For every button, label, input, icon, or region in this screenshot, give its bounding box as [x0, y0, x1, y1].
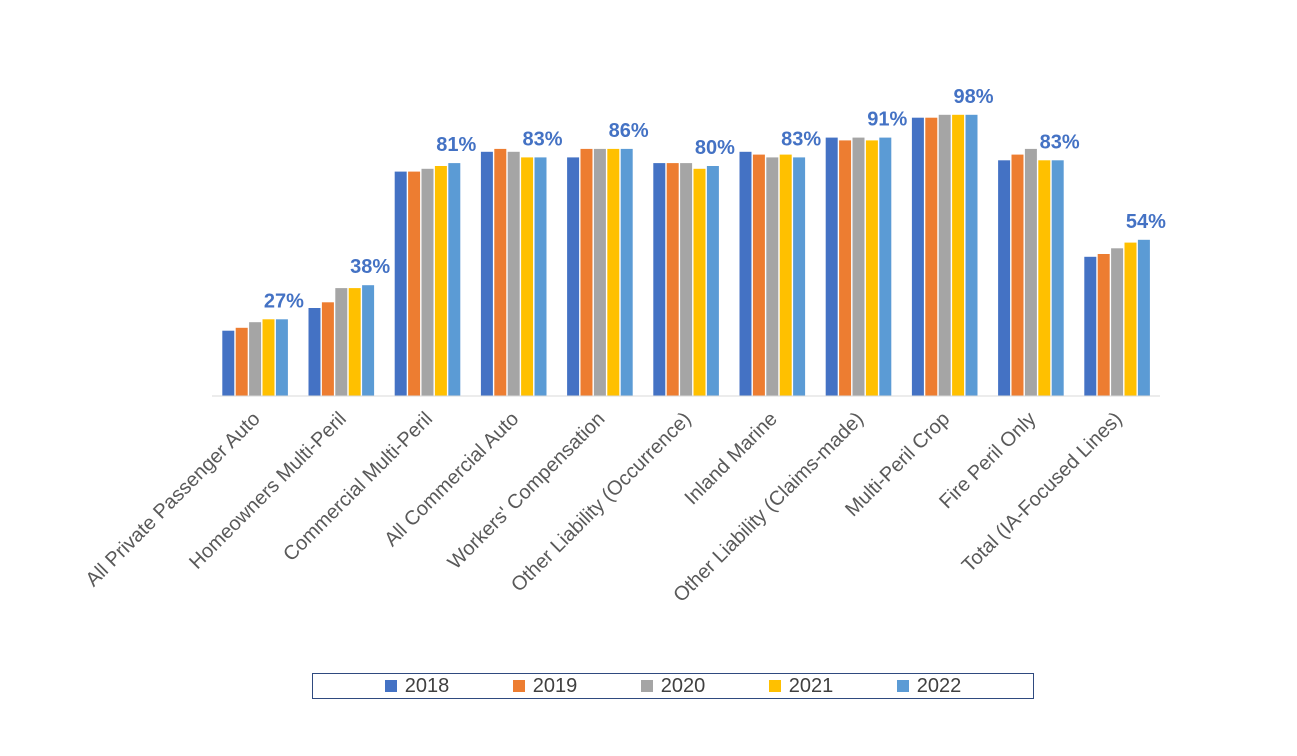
- bar-2021-4: [607, 148, 620, 396]
- category-label-1: Homeowners Multi-Peril: [185, 408, 351, 574]
- data-label-2: 81%: [436, 134, 476, 156]
- bar-2020-7: [852, 137, 865, 396]
- bar-2022-6: [793, 157, 806, 396]
- bar-2019-0: [235, 327, 248, 396]
- bar-2022-1: [362, 285, 375, 396]
- data-label-8: 98%: [953, 86, 993, 108]
- bar-2022-10: [1137, 239, 1150, 396]
- legend-item-2022: 2022: [896, 674, 962, 698]
- legend-swatch-2020: [640, 680, 653, 692]
- legend-item-2020: 2020: [640, 674, 706, 698]
- bar-2019-10: [1097, 254, 1110, 396]
- data-label-10: 54%: [1126, 211, 1166, 233]
- bar-2021-1: [348, 288, 361, 396]
- bar-2021-10: [1124, 242, 1137, 396]
- bar-2021-5: [693, 168, 706, 396]
- data-labels-group: 27% 38% 81% 83% 86% 80% 83% 91% 98% 83% 54%: [264, 86, 1166, 312]
- legend-swatch-2021: [768, 680, 781, 692]
- bar-2020-3: [507, 151, 520, 396]
- category-label-2: Commercial Multi-Peril: [279, 408, 437, 566]
- legend: 2018 2019 2020 2021 2022: [312, 673, 1034, 699]
- bar-2020-10: [1111, 248, 1124, 396]
- data-label-3: 83%: [522, 128, 562, 150]
- bar-2020-2: [421, 168, 434, 396]
- category-label-10: Total (IA-Focused Lines): [958, 408, 1127, 577]
- data-label-4: 86%: [609, 120, 649, 142]
- legend-label-2022: 2022: [916, 674, 962, 697]
- bar-2018-7: [825, 137, 838, 396]
- bar-2020-4: [593, 148, 606, 396]
- bar-2019-1: [321, 302, 334, 396]
- bar-2019-2: [408, 171, 421, 396]
- legend-label-2020: 2020: [660, 674, 706, 697]
- legend-swatch-2022: [896, 680, 909, 692]
- bar-2022-7: [879, 137, 892, 396]
- data-label-1: 38%: [350, 256, 390, 278]
- bar-2019-6: [752, 154, 765, 396]
- legend-label-2019: 2019: [532, 674, 578, 697]
- category-label-5: Other Liability (Occurrence): [507, 408, 695, 596]
- bar-2021-9: [1038, 160, 1051, 396]
- bar-2020-9: [1024, 148, 1037, 396]
- bar-2020-8: [938, 114, 951, 397]
- legend-swatch-2018: [384, 680, 397, 692]
- bar-2022-2: [448, 163, 461, 396]
- bar-2022-4: [620, 148, 633, 396]
- data-label-6: 83%: [781, 128, 821, 150]
- data-label-5: 80%: [695, 137, 735, 159]
- bar-2022-8: [965, 114, 978, 397]
- legend-label-2018: 2018: [404, 674, 450, 697]
- data-label-0: 27%: [264, 290, 304, 312]
- bar-2021-2: [434, 166, 447, 396]
- bar-2018-6: [739, 151, 752, 396]
- bar-2021-7: [865, 140, 878, 396]
- bar-2019-3: [494, 148, 507, 396]
- bar-2018-0: [222, 330, 235, 396]
- legend-label-2021: 2021: [788, 674, 834, 697]
- bar-2018-1: [308, 308, 321, 396]
- category-label-7: Other Liability (Claims-made): [669, 408, 868, 607]
- bar-2022-0: [275, 319, 288, 396]
- bar-2018-2: [394, 171, 407, 396]
- bar-2020-0: [249, 322, 262, 396]
- category-label-0: All Private Passenger Auto: [82, 408, 265, 591]
- bar-2020-5: [680, 163, 693, 396]
- legend-item-2021: 2021: [768, 674, 834, 698]
- legend-item-2019: 2019: [512, 674, 578, 698]
- legend-swatch-2019: [512, 680, 525, 692]
- bar-2021-3: [521, 157, 534, 396]
- bar-2022-9: [1051, 160, 1064, 396]
- bar-2021-6: [779, 154, 792, 396]
- data-label-9: 83%: [1040, 131, 1080, 153]
- bar-2018-9: [998, 160, 1011, 396]
- bar-2019-7: [839, 140, 852, 396]
- bars-group: [222, 114, 1150, 397]
- bar-2019-5: [666, 163, 679, 396]
- bar-2018-3: [480, 151, 493, 396]
- bar-2021-0: [262, 319, 275, 396]
- bar-2021-8: [952, 114, 965, 397]
- bar-2018-4: [567, 157, 580, 396]
- bar-2018-5: [653, 163, 666, 396]
- bar-2018-10: [1084, 256, 1097, 396]
- bar-2019-9: [1011, 154, 1024, 396]
- bar-2022-5: [706, 166, 719, 396]
- bar-2019-8: [925, 117, 938, 396]
- bar-2018-8: [911, 117, 924, 396]
- bar-2020-6: [766, 157, 779, 396]
- bar-2019-4: [580, 148, 593, 396]
- legend-item-2018: 2018: [384, 674, 450, 698]
- data-label-7: 91%: [867, 109, 907, 131]
- bar-2022-3: [534, 157, 547, 396]
- category-label-4: Workers' Compensation: [444, 408, 610, 574]
- bar-2020-1: [335, 288, 348, 396]
